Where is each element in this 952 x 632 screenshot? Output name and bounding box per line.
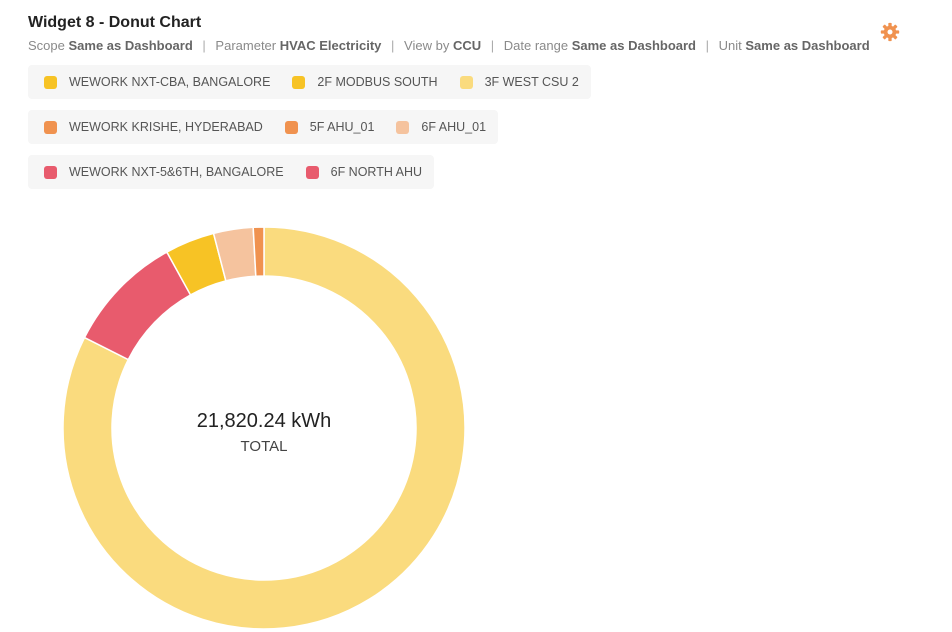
donut-slice-5f-ahu-01[interactable] xyxy=(252,226,265,278)
legend-label: WEWORK NXT-CBA, BANGALORE xyxy=(69,75,271,89)
meta-value: CCU xyxy=(452,38,482,53)
legend-group-5-6th: WEWORK NXT-5&6TH, BANGALORE 6F NORTH AHU xyxy=(28,155,435,189)
meta-separator: | xyxy=(391,38,395,53)
legend-group-hyderabad: WEWORK KRISHE, HYDERABAD 5F AHU_01 6F AH… xyxy=(28,110,499,144)
meta-label: Unit xyxy=(718,38,742,53)
meta-value: Same as Dashboard xyxy=(571,38,696,53)
meta-value: HVAC Electricity xyxy=(279,38,382,53)
legend-label: 6F AHU_01 xyxy=(421,120,487,134)
legend-label: 6F NORTH AHU xyxy=(330,165,423,179)
legend-item-wework-krishe[interactable]: WEWORK KRISHE, HYDERABAD xyxy=(44,120,263,134)
legend-item-6f-north-ahu[interactable]: 6F NORTH AHU xyxy=(305,165,423,179)
meta-separator: | xyxy=(705,38,710,53)
donut-slice-6f-north-ahu[interactable] xyxy=(83,251,192,361)
legend-swatch xyxy=(284,120,298,134)
legend-swatch xyxy=(44,75,57,89)
legend-item-wework-nxt-cba[interactable]: WEWORK NXT-CBA, BANGALORE xyxy=(44,75,270,89)
legend-item-wework-nxt-5-6th[interactable]: WEWORK NXT-5&6TH, BANGALORE xyxy=(44,165,284,179)
meta-label: Date range xyxy=(503,38,569,53)
meta-label: View by xyxy=(404,38,450,53)
legend-swatch xyxy=(44,165,57,179)
meta-value: Same as Dashboard xyxy=(68,38,193,53)
legend-label: 5F AHU_01 xyxy=(309,120,375,134)
legend-swatch xyxy=(292,75,306,89)
meta-separator: | xyxy=(490,38,495,53)
meta-separator: | xyxy=(202,38,206,53)
legend-swatch xyxy=(44,120,57,134)
legend-label: 3F WEST CSU 2 xyxy=(484,75,579,89)
legend-group-cba: WEWORK NXT-CBA, BANGALORE 2F MODBUS SOUT… xyxy=(28,65,591,99)
gear-icon[interactable] xyxy=(880,22,900,42)
meta-value: Same as Dashboard xyxy=(745,38,870,53)
donut-total-label: TOTAL xyxy=(240,438,288,455)
legend-item-3f-west-csu-2[interactable]: 3F WEST CSU 2 xyxy=(459,75,579,89)
legend-item-6f-ahu-01[interactable]: 6F AHU_01 xyxy=(396,120,486,134)
meta-label: Parameter xyxy=(215,38,277,53)
donut-total-value: 21,820.24 kWh xyxy=(196,410,332,432)
donut-chart xyxy=(62,226,466,630)
meta-label: Scope xyxy=(28,38,65,53)
legend-label: WEWORK NXT-5&6TH, BANGALORE xyxy=(69,165,284,179)
legend-swatch xyxy=(396,120,410,134)
widget-title: Widget 8 - Donut Chart xyxy=(28,14,202,31)
widget-meta: Scope Same as Dashboard | Parameter HVAC… xyxy=(28,38,870,53)
legend-item-2f-modbus-south[interactable]: 2F MODBUS SOUTH xyxy=(292,75,438,89)
legend-label: 2F MODBUS SOUTH xyxy=(317,75,438,89)
legend-item-5f-ahu-01[interactable]: 5F AHU_01 xyxy=(284,120,375,134)
legend-label: WEWORK KRISHE, HYDERABAD xyxy=(69,120,263,134)
donut-slice-3f-west-csu-2[interactable] xyxy=(62,226,466,630)
legend-swatch xyxy=(305,165,319,179)
legend-swatch xyxy=(459,75,473,89)
